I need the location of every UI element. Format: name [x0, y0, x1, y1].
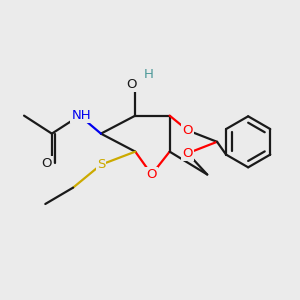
Text: O: O — [182, 147, 193, 160]
Text: O: O — [126, 78, 136, 91]
Text: O: O — [42, 157, 52, 169]
Text: NH: NH — [71, 109, 91, 122]
Text: S: S — [97, 158, 105, 171]
Text: O: O — [146, 168, 157, 181]
Text: O: O — [182, 124, 193, 137]
Text: H: H — [144, 68, 154, 81]
